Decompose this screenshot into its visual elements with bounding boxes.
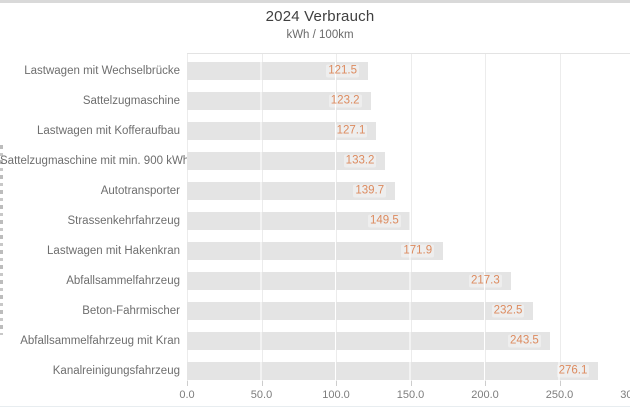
- bar[interactable]: 127.1: [187, 122, 377, 140]
- category-label: Abfallsammelfahrzeug: [66, 275, 180, 287]
- gridline: [559, 53, 561, 381]
- bar-value-label: 133.2: [343, 154, 377, 168]
- x-tick-mark: [187, 381, 188, 386]
- bar-value-label: 139.7: [353, 184, 387, 198]
- plot-area: 121.5 123.2 127.1 133.2 139.7 149.5 171.9 217.3…: [187, 53, 630, 381]
- chart-header: 2024 Verbrauch kWh / 100km: [0, 7, 630, 43]
- category-label: Abfallsammelfahrzeug mit Kran: [20, 335, 180, 347]
- bar[interactable]: 123.2: [187, 92, 371, 110]
- x-tick-mark: [410, 381, 412, 386]
- x-tick-label: 250.0: [545, 389, 574, 401]
- category-label: Strassenkehrfahrzeug: [67, 215, 180, 227]
- window-top-strip: [0, 0, 630, 3]
- x-tick-mark: [485, 381, 486, 386]
- gridline: [410, 53, 412, 381]
- bottom-divider: [0, 406, 630, 407]
- bar[interactable]: 149.5: [187, 212, 410, 230]
- bar[interactable]: 139.7: [187, 182, 396, 200]
- category-label: Lastwagen mit Hakenkran: [47, 245, 180, 257]
- plot-top-border: [187, 53, 630, 54]
- category-label: Autotransporter: [100, 185, 180, 197]
- bar[interactable]: 171.9: [187, 242, 444, 260]
- x-tick-mark: [559, 381, 561, 386]
- bar[interactable]: 217.3: [187, 272, 511, 290]
- bar-value-label: 217.3: [468, 274, 502, 288]
- x-tick-label: 200.0: [471, 389, 499, 401]
- bar-value-label: 243.5: [508, 334, 541, 348]
- bar-value-label: 121.5: [326, 64, 360, 78]
- bar[interactable]: 243.5: [187, 332, 550, 350]
- gridline: [485, 53, 486, 381]
- x-tick-label: 300.0: [620, 389, 630, 401]
- category-label: Lastwagen mit Wechselbrücke: [24, 65, 180, 77]
- x-tick-label: 100.0: [322, 389, 350, 401]
- bar[interactable]: 121.5: [187, 62, 369, 80]
- bar-value-label: 232.5: [491, 304, 525, 318]
- bar-value-label: 149.5: [367, 214, 401, 228]
- bar-value-label: 171.9: [401, 244, 435, 258]
- x-tick-label: 50.0: [250, 389, 273, 401]
- category-label: Lastwagen mit Kofferaufbau: [37, 125, 180, 137]
- bar-value-label: 276.1: [556, 364, 590, 378]
- bar[interactable]: 232.5: [187, 302, 534, 320]
- bar[interactable]: 276.1: [187, 362, 599, 380]
- category-label: Sattelzugmaschine: [82, 95, 180, 107]
- x-tick-mark: [336, 381, 337, 386]
- category-label: Sattelzugmaschine mit min. 900 kWh: [0, 155, 190, 167]
- x-tick-mark: [261, 381, 263, 386]
- category-label: Beton-Fahrmischer: [82, 305, 180, 317]
- category-label: Kanalreinigungsfahrzeug: [52, 365, 180, 377]
- bar-value-label: 127.1: [334, 124, 368, 138]
- chart-subtitle: kWh / 100km: [286, 29, 354, 41]
- y-axis-title-clipped: [0, 145, 3, 335]
- bar[interactable]: 133.2: [187, 152, 386, 170]
- chart-title: 2024 Verbrauch: [265, 8, 375, 25]
- x-tick-label: 150.0: [396, 389, 425, 401]
- bar-value-label: 123.2: [328, 94, 362, 108]
- x-tick-label: 0.0: [179, 389, 195, 401]
